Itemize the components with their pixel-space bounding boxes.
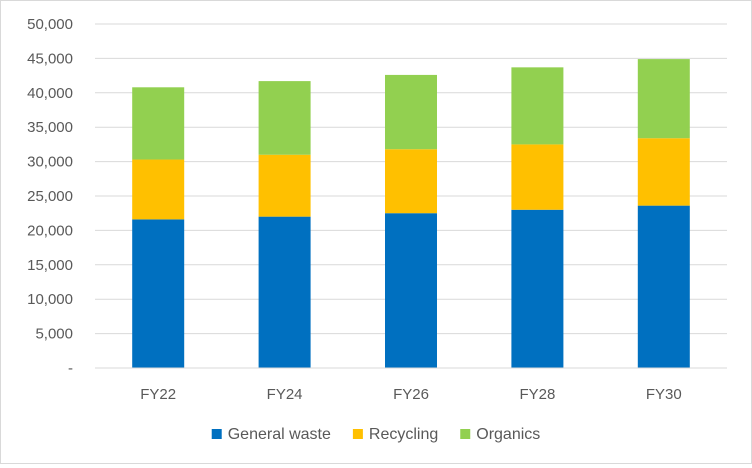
y-tick-label: 20,000 [27, 222, 73, 239]
bar-segment-recycling [637, 138, 690, 206]
bar-segment-organics [258, 81, 311, 155]
y-tick-label: 25,000 [27, 188, 73, 205]
x-tick-label: FY22 [140, 386, 176, 403]
legend-label: General waste [228, 426, 331, 443]
y-tick-label: 10,000 [27, 291, 73, 308]
bar-segment-recycling [511, 144, 564, 210]
bar-segment-organics [637, 59, 690, 139]
bars [132, 59, 690, 368]
x-axis-ticks: FY22 FY24 FY26 FY28 FY30 [140, 386, 681, 403]
bar-segment-recycling [385, 149, 437, 214]
bar-segment-general-waste [132, 219, 185, 368]
legend-label: Organics [476, 426, 540, 443]
y-tick-label: 40,000 [27, 85, 73, 102]
bar-segment-general-waste [385, 213, 437, 368]
legend-label: Recycling [369, 426, 438, 443]
y-tick-label: 50,000 [27, 16, 73, 33]
y-tick-label: 45,000 [27, 50, 73, 67]
bar-segment-organics [511, 67, 564, 145]
y-axis-ticks: - 5,000 10,000 15,000 20,000 25,000 30,000 35,0… [27, 16, 73, 377]
bar-segment-general-waste [511, 209, 564, 368]
x-tick-label: FY26 [393, 386, 429, 403]
x-tick-label: FY30 [646, 386, 682, 403]
legend: General waste Recycling Organics [211, 426, 540, 443]
legend-swatch [352, 429, 363, 439]
bar-segment-general-waste [258, 216, 311, 368]
x-tick-label: FY28 [519, 386, 555, 403]
bar-segment-organics [385, 74, 437, 150]
y-tick-label: 35,000 [27, 119, 73, 136]
bar-segment-recycling [132, 159, 185, 220]
bar-segment-general-waste [637, 205, 690, 368]
legend-swatch [460, 429, 471, 439]
y-tick-label: - [68, 360, 73, 377]
y-tick-label: 15,000 [27, 257, 73, 274]
bar-segment-organics [132, 87, 185, 160]
x-tick-label: FY24 [267, 386, 303, 403]
y-tick-label: 5,000 [35, 326, 73, 343]
y-tick-label: 30,000 [27, 154, 73, 171]
legend-swatch [211, 429, 222, 439]
bar-segment-recycling [258, 154, 311, 217]
